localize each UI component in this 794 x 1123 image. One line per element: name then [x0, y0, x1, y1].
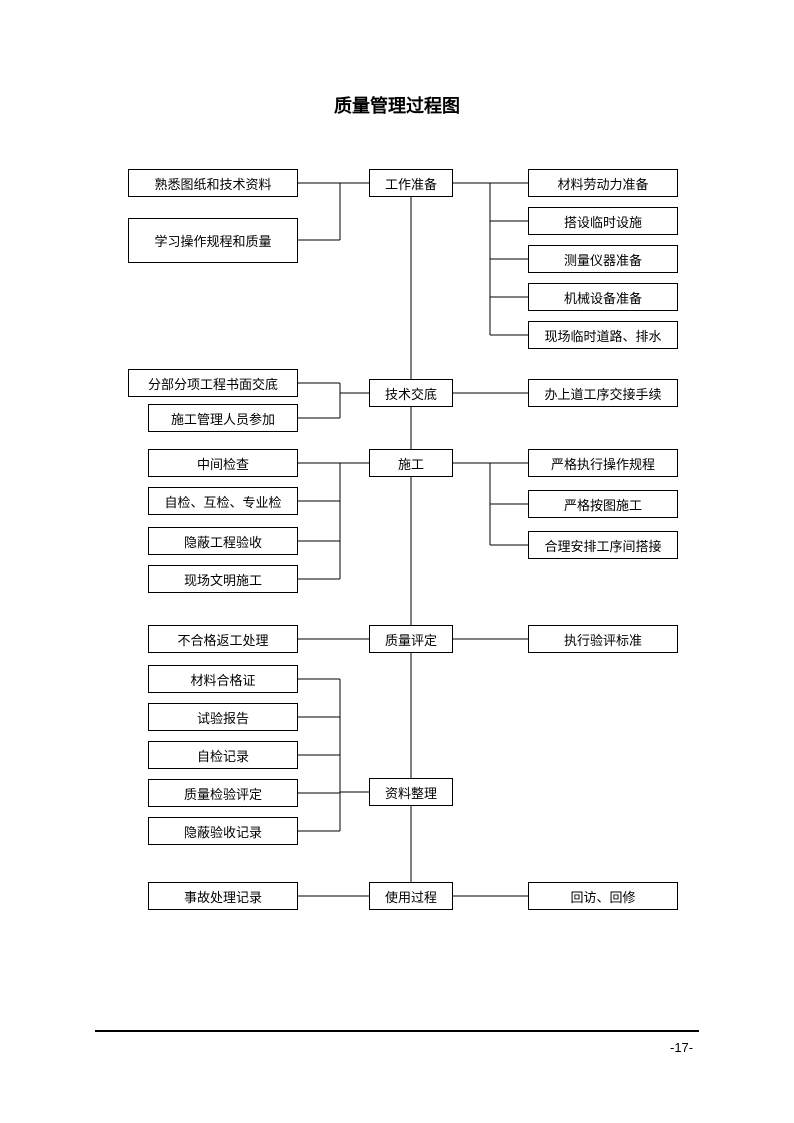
right-node-2: 测量仪器准备: [528, 245, 678, 273]
left-node-8: 不合格返工处理: [148, 625, 298, 653]
left-node-7: 现场文明施工: [148, 565, 298, 593]
left-node-0: 熟悉图纸和技术资料: [128, 169, 298, 197]
right-node-5: 办上道工序交接手续: [528, 379, 678, 407]
center-node-c5: 资料整理: [369, 778, 453, 806]
center-node-c3: 施工: [369, 449, 453, 477]
left-node-12: 质量检验评定: [148, 779, 298, 807]
left-node-2: 分部分项工程书面交底: [128, 369, 298, 397]
right-node-3: 机械设备准备: [528, 283, 678, 311]
left-node-5: 自检、互检、专业检: [148, 487, 298, 515]
left-node-1: 学习操作规程和质量: [128, 218, 298, 263]
left-node-10: 试验报告: [148, 703, 298, 731]
right-node-8: 合理安排工序间搭接: [528, 531, 678, 559]
right-node-6: 严格执行操作规程: [528, 449, 678, 477]
left-node-6: 隐蔽工程验收: [148, 527, 298, 555]
center-node-c6: 使用过程: [369, 882, 453, 910]
center-node-c1: 工作准备: [369, 169, 453, 197]
page-number: -17-: [670, 1040, 693, 1055]
left-node-3: 施工管理人员参加: [148, 404, 298, 432]
left-node-4: 中间检查: [148, 449, 298, 477]
footer-rule: [95, 1030, 699, 1032]
right-node-1: 搭设临时设施: [528, 207, 678, 235]
left-node-14: 事故处理记录: [148, 882, 298, 910]
right-node-7: 严格按图施工: [528, 490, 678, 518]
left-node-11: 自检记录: [148, 741, 298, 769]
left-node-9: 材料合格证: [148, 665, 298, 693]
center-node-c2: 技术交底: [369, 379, 453, 407]
center-node-c4: 质量评定: [369, 625, 453, 653]
left-node-13: 隐蔽验收记录: [148, 817, 298, 845]
right-node-4: 现场临时道路、排水: [528, 321, 678, 349]
right-node-0: 材料劳动力准备: [528, 169, 678, 197]
right-node-10: 回访、回修: [528, 882, 678, 910]
right-node-9: 执行验评标准: [528, 625, 678, 653]
